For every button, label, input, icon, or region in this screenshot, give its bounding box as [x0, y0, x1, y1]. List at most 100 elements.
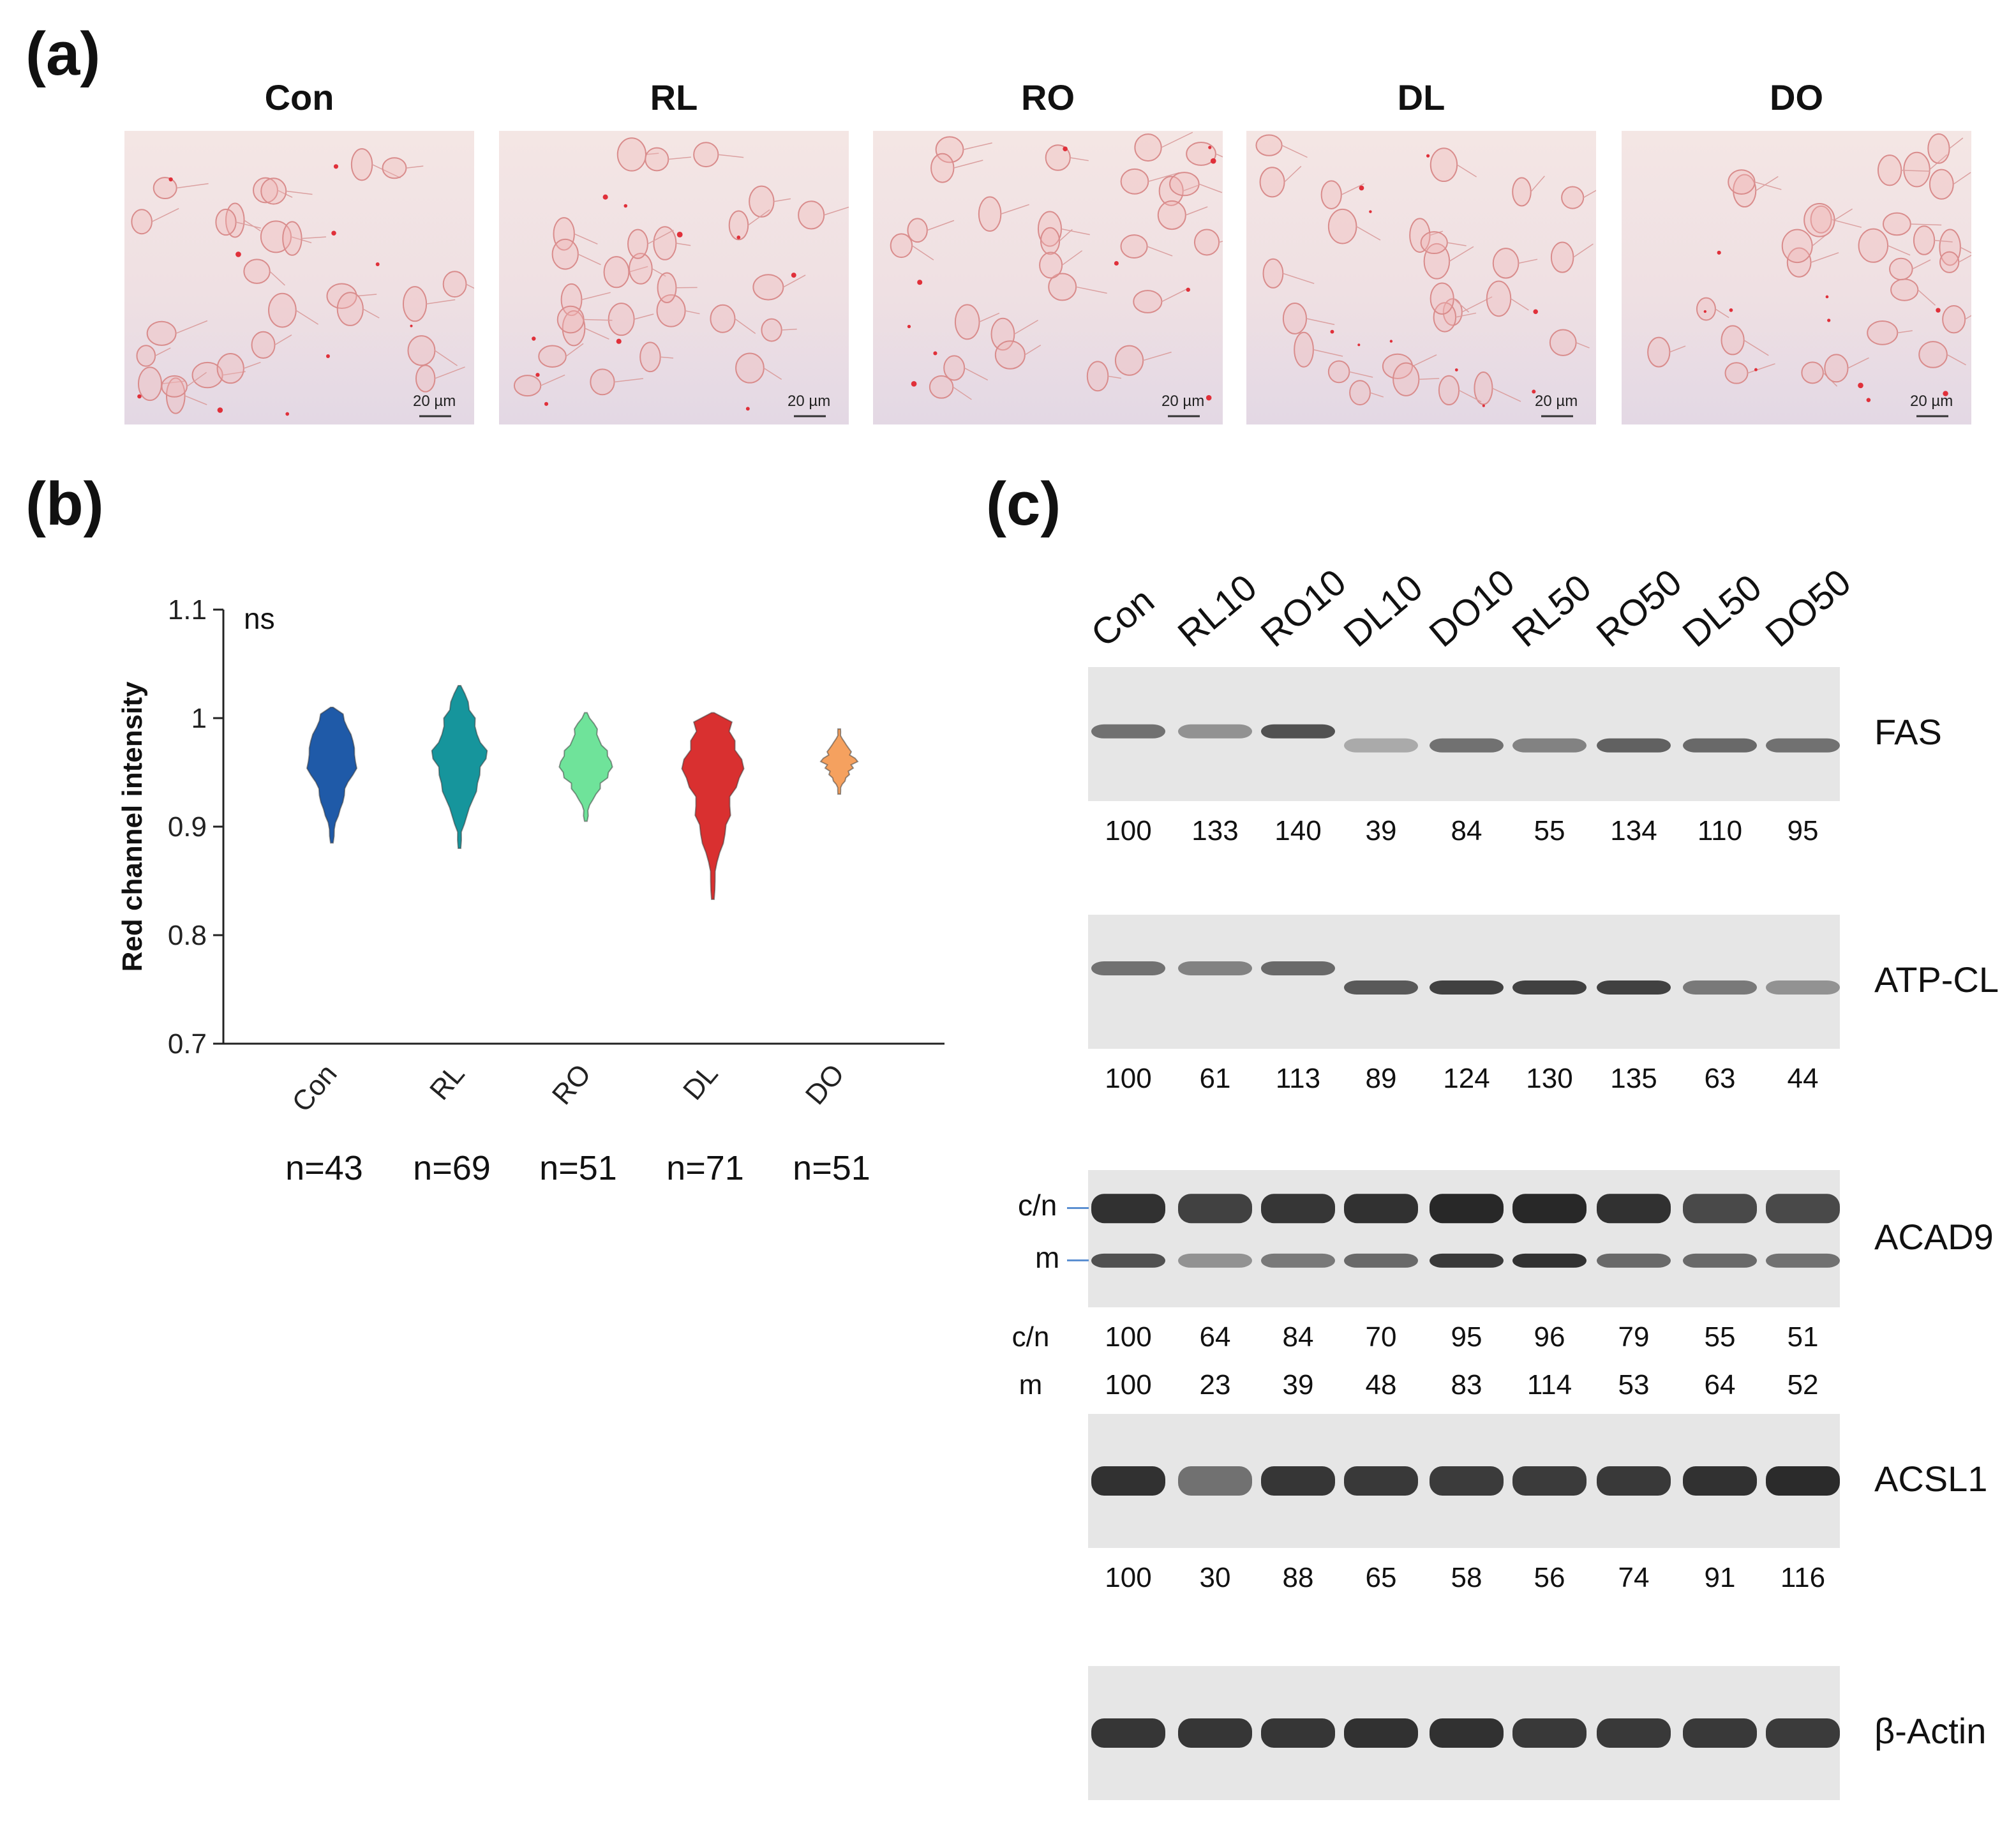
- cell-process: [1024, 344, 1042, 356]
- cell-process: [1901, 170, 1930, 172]
- cell-process: [1960, 246, 1971, 253]
- band: [1261, 961, 1335, 975]
- band: [1261, 1466, 1335, 1496]
- micrograph-image: 20 µm: [499, 131, 849, 424]
- violin-chart: 0.7 0.8 0.9 1 1.1 Red channel intensity ns Con n…: [117, 594, 945, 1187]
- cell-process: [1456, 164, 1477, 177]
- densitometry-value: 84: [1451, 815, 1482, 846]
- cell: [253, 177, 278, 204]
- band: [1261, 724, 1335, 739]
- cell: [1120, 234, 1148, 259]
- cell: [551, 238, 579, 270]
- protein-label: ATP-CL: [1874, 959, 1999, 1000]
- lipid-droplet: [375, 262, 380, 266]
- micrograph-image: 20 µm: [873, 131, 1223, 424]
- cell-process: [286, 190, 313, 195]
- cell: [1193, 229, 1220, 256]
- band: [1091, 1194, 1165, 1224]
- cell: [1086, 361, 1109, 392]
- cell-process: [735, 318, 756, 334]
- cell: [1877, 154, 1902, 186]
- blot-bands: [1091, 1466, 1840, 1496]
- cell-process: [274, 334, 292, 346]
- band: [1344, 1718, 1418, 1748]
- cell: [994, 340, 1026, 370]
- lipid-droplet: [933, 351, 937, 356]
- cell-process: [1061, 250, 1083, 266]
- cell-process: [1917, 289, 1936, 306]
- cell: [153, 177, 177, 200]
- x-tick-label: Con: [286, 1058, 343, 1118]
- cell-process: [269, 271, 285, 286]
- densitometry-value: 58: [1451, 1562, 1482, 1593]
- cell-process: [1013, 319, 1038, 335]
- band-marker-label: m: [1035, 1240, 1060, 1274]
- cell: [1512, 177, 1532, 207]
- densitometry-value: 30: [1199, 1562, 1231, 1593]
- band: [1261, 1194, 1335, 1224]
- band: [1178, 724, 1252, 739]
- lane-label: RL10: [1170, 566, 1265, 656]
- lipid-droplet: [285, 412, 290, 416]
- cell: [1724, 362, 1749, 384]
- lipid-droplet: [1717, 250, 1721, 255]
- cell: [749, 185, 775, 218]
- cell-process: [668, 156, 691, 160]
- cell: [1327, 360, 1350, 384]
- densitometry-value: 53: [1618, 1369, 1650, 1401]
- densitometry-value: 88: [1282, 1562, 1314, 1593]
- cell: [1810, 205, 1832, 234]
- cell-process: [1953, 172, 1971, 185]
- blot-image: [1088, 1414, 1840, 1548]
- cell: [1647, 336, 1671, 368]
- band: [1597, 738, 1671, 753]
- band: [1766, 1466, 1840, 1496]
- lipid-droplet: [623, 204, 628, 208]
- cell: [645, 147, 669, 172]
- cell: [161, 375, 188, 398]
- cell: [627, 229, 648, 259]
- densitometry-value: 39: [1282, 1369, 1314, 1401]
- cell: [1549, 329, 1577, 356]
- cell: [1942, 305, 1966, 334]
- cell-process: [1831, 219, 1862, 228]
- cell-process: [1897, 330, 1913, 334]
- cell-process: [565, 343, 584, 357]
- band: [1512, 1194, 1587, 1224]
- densitometry-value: 95: [1451, 1321, 1482, 1353]
- cell-process: [1161, 288, 1189, 303]
- band: [1597, 980, 1671, 995]
- cell-process: [1958, 255, 1971, 263]
- panel-label-c: (c): [986, 470, 1061, 538]
- band: [1344, 980, 1418, 995]
- cell: [1492, 248, 1519, 279]
- cell: [1824, 354, 1849, 383]
- cell: [538, 345, 567, 368]
- lipid-droplet: [1454, 368, 1458, 372]
- cell: [137, 366, 163, 402]
- y-tick-label: 0.8: [168, 920, 207, 951]
- cell: [1169, 172, 1200, 197]
- lipid-droplet: [736, 236, 741, 239]
- cell: [907, 218, 928, 243]
- cell-process: [295, 310, 319, 325]
- cell-process: [581, 292, 611, 301]
- cell-process: [585, 327, 609, 340]
- cell-process: [235, 222, 261, 229]
- cell-process: [184, 395, 207, 405]
- cell-process: [1306, 318, 1335, 326]
- cell-process: [362, 308, 380, 319]
- densitometry-value: 70: [1365, 1321, 1397, 1353]
- cell-process: [1341, 183, 1364, 195]
- band: [1178, 1194, 1252, 1224]
- cell: [442, 271, 467, 298]
- cell: [616, 137, 647, 172]
- lipid-droplet: [1703, 310, 1707, 313]
- cell-process: [634, 313, 654, 320]
- cell: [1561, 186, 1585, 209]
- cell-process: [747, 209, 770, 226]
- band-marker-tick: [1067, 1259, 1089, 1261]
- cell-process: [356, 294, 377, 297]
- cell: [1903, 151, 1930, 188]
- cell-process: [1142, 351, 1172, 361]
